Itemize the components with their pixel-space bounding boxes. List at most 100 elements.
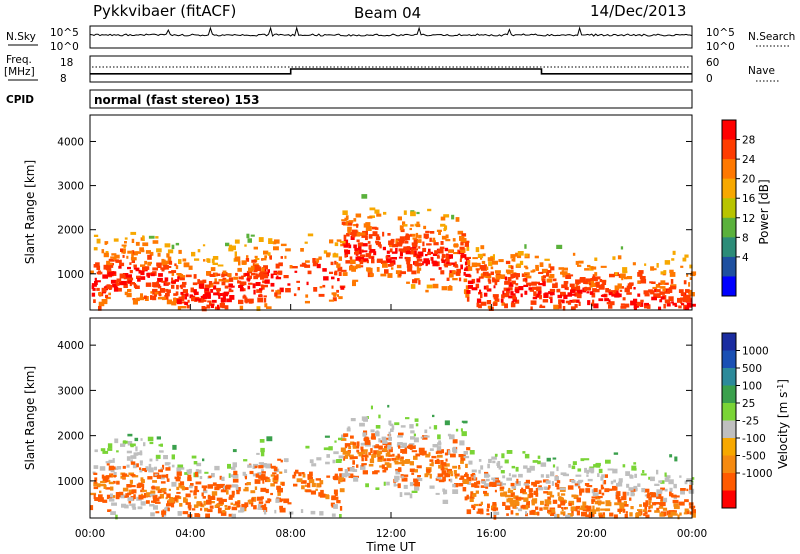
echo-cell bbox=[108, 465, 114, 471]
echo-cell bbox=[100, 480, 106, 484]
echo-cell bbox=[630, 300, 636, 306]
echo-cell bbox=[488, 279, 492, 284]
echo-cell bbox=[436, 446, 442, 451]
echo-cell bbox=[399, 492, 403, 497]
echo-cell bbox=[191, 251, 196, 257]
echo-cell bbox=[509, 499, 515, 504]
echo-cell bbox=[356, 449, 360, 453]
echo-cell bbox=[452, 278, 458, 281]
echo-cell bbox=[357, 242, 364, 247]
echo-cell bbox=[111, 502, 117, 506]
echo-cell bbox=[551, 481, 554, 486]
echo-cell bbox=[373, 251, 377, 256]
echo-cell bbox=[471, 504, 476, 509]
echo-cell bbox=[279, 507, 286, 513]
echo-cell bbox=[246, 278, 251, 281]
echo-cell bbox=[687, 300, 691, 303]
echo-cell bbox=[653, 502, 660, 505]
echo-cell bbox=[597, 500, 601, 506]
echo-cell bbox=[626, 483, 630, 488]
echo-cell bbox=[268, 241, 274, 244]
echo-cell bbox=[652, 502, 657, 506]
echo-cell bbox=[689, 484, 693, 490]
echo-cell bbox=[398, 445, 401, 449]
echo-cell bbox=[115, 492, 120, 496]
echo-cell bbox=[177, 475, 179, 480]
echo-cell bbox=[239, 281, 245, 286]
echo-cell bbox=[90, 505, 94, 511]
echo-cell bbox=[644, 263, 647, 266]
echo-cell bbox=[244, 486, 249, 492]
echo-cell bbox=[252, 283, 256, 289]
echo-cell bbox=[97, 497, 104, 502]
echo-cell bbox=[244, 475, 247, 480]
echo-cell bbox=[579, 492, 582, 496]
echo-cell bbox=[401, 461, 405, 466]
echo-cell bbox=[619, 289, 623, 292]
echo-cell bbox=[114, 467, 119, 470]
colorbar-tick-label: 28 bbox=[742, 135, 755, 147]
echo-cell bbox=[392, 243, 398, 248]
echo-cell bbox=[430, 278, 435, 281]
echo-cell bbox=[520, 489, 525, 494]
echo-cell bbox=[516, 254, 522, 259]
echo-cell bbox=[492, 302, 498, 306]
echo-cell bbox=[656, 469, 659, 475]
echo-cell bbox=[110, 511, 116, 515]
echo-cell bbox=[265, 488, 269, 494]
echo-cell bbox=[152, 485, 155, 490]
echo-cell bbox=[557, 294, 562, 299]
echo-cell bbox=[235, 257, 239, 260]
echo-cell bbox=[680, 488, 686, 491]
echo-cell bbox=[601, 474, 605, 478]
echo-cell bbox=[369, 249, 376, 253]
echo-cell bbox=[91, 292, 96, 297]
echo-cell bbox=[487, 474, 491, 477]
echo-cell bbox=[106, 494, 113, 500]
echo-cell bbox=[352, 456, 358, 459]
echo-cell bbox=[157, 285, 162, 289]
echo-cell bbox=[320, 489, 324, 495]
echo-cell bbox=[541, 268, 548, 274]
echo-cell bbox=[469, 496, 474, 499]
echo-cell bbox=[182, 258, 187, 262]
echo-cell bbox=[504, 281, 510, 285]
echo-cell bbox=[518, 508, 523, 512]
echo-cell bbox=[368, 464, 374, 467]
echo-cell bbox=[243, 506, 247, 512]
echo-cell bbox=[459, 440, 465, 446]
echo-cell bbox=[617, 508, 622, 512]
echo-cell bbox=[352, 445, 357, 449]
echo-cell bbox=[487, 463, 490, 469]
echo-cell bbox=[181, 284, 186, 287]
echo-cell bbox=[427, 251, 431, 256]
echo-cell bbox=[293, 471, 297, 477]
echo-cell bbox=[353, 475, 359, 478]
echo-cell bbox=[560, 291, 566, 297]
echo-cell bbox=[432, 237, 436, 242]
echo-cell bbox=[464, 267, 469, 271]
echo-cell bbox=[440, 466, 445, 471]
echo-cell bbox=[542, 281, 546, 287]
echo-cell bbox=[371, 433, 376, 438]
echo-cell bbox=[118, 265, 122, 269]
echo-cell bbox=[682, 257, 687, 262]
echo-cell bbox=[335, 262, 339, 265]
echo-cell bbox=[105, 461, 111, 464]
echo-cell bbox=[416, 477, 421, 480]
echo-cell bbox=[279, 270, 282, 276]
echo-cell bbox=[669, 491, 672, 497]
echo-cell bbox=[403, 246, 410, 251]
echo-cell bbox=[552, 278, 557, 282]
echo-cell bbox=[207, 494, 211, 498]
echo-cell bbox=[572, 252, 576, 256]
echo-cell bbox=[344, 445, 348, 449]
echo-cell bbox=[175, 291, 179, 296]
colorbar-swatch bbox=[722, 120, 736, 141]
echo-cell bbox=[516, 273, 520, 278]
echo-cell bbox=[313, 287, 318, 292]
echo-cell bbox=[350, 235, 355, 240]
echo-cell bbox=[224, 279, 230, 283]
echo-cell bbox=[333, 476, 339, 480]
echo-cell bbox=[344, 454, 348, 459]
